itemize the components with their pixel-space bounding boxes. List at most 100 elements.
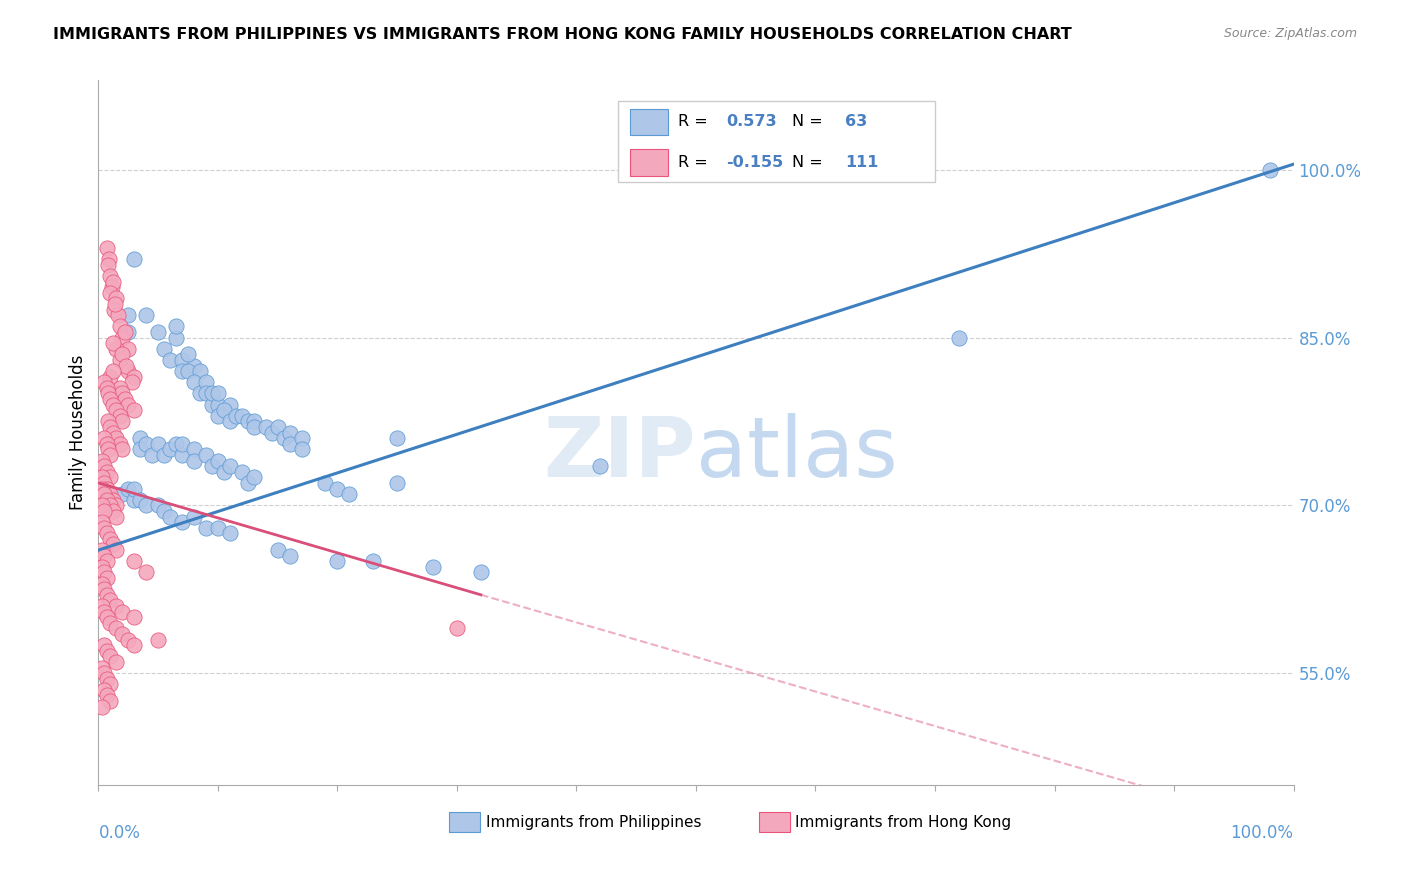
Point [91, 699, 114, 714]
Point [172, 515, 194, 529]
Point [172, 448, 194, 462]
Point [96, 465, 118, 479]
Point [225, 409, 247, 423]
Point [93, 582, 115, 597]
Point [96, 381, 118, 395]
FancyBboxPatch shape [630, 150, 668, 176]
FancyBboxPatch shape [759, 812, 790, 832]
Point [96, 526, 118, 541]
Point [291, 442, 314, 457]
Point [117, 398, 139, 412]
Point [98, 649, 122, 664]
Point [98, 487, 122, 501]
Point [212, 465, 235, 479]
Point [124, 403, 146, 417]
Point [117, 364, 139, 378]
Point [243, 470, 266, 484]
Point [114, 325, 136, 339]
Point [254, 420, 277, 434]
Point [93, 682, 115, 697]
Point [267, 420, 290, 434]
Point [183, 509, 205, 524]
Point [105, 292, 128, 306]
Point [98, 252, 121, 267]
Point [105, 431, 128, 445]
Point [172, 352, 194, 367]
Point [98, 448, 122, 462]
Text: N =: N = [792, 154, 828, 169]
Point [93, 549, 115, 563]
Point [98, 593, 122, 607]
Point [97, 414, 120, 428]
Point [98, 499, 122, 513]
Point [148, 632, 170, 647]
Point [101, 336, 124, 351]
Point [111, 414, 134, 428]
Point [111, 330, 134, 344]
Point [117, 308, 139, 322]
Point [231, 409, 253, 423]
Point [159, 509, 181, 524]
FancyBboxPatch shape [630, 109, 668, 136]
Point [121, 376, 143, 390]
Point [91, 660, 114, 674]
Point [105, 599, 128, 613]
Point [385, 475, 409, 490]
Point [165, 437, 187, 451]
Point [98, 420, 122, 434]
Point [291, 431, 314, 445]
Point [159, 442, 181, 457]
Point [96, 610, 118, 624]
Point [93, 521, 115, 535]
Point [96, 241, 118, 255]
Point [98, 694, 122, 708]
Point [124, 638, 146, 652]
Point [219, 526, 242, 541]
Point [153, 448, 176, 462]
Point [96, 437, 118, 451]
Point [188, 386, 211, 401]
Text: -0.155: -0.155 [725, 154, 783, 169]
Text: 100.0%: 100.0% [1230, 823, 1294, 842]
Text: N =: N = [792, 114, 828, 129]
Text: 0.0%: 0.0% [98, 823, 141, 842]
Point [108, 437, 131, 451]
Point [278, 437, 301, 451]
Point [93, 459, 115, 474]
Point [91, 559, 114, 574]
Point [195, 521, 218, 535]
Point [267, 543, 290, 558]
Point [91, 470, 114, 484]
Point [105, 655, 128, 669]
Point [117, 632, 139, 647]
Point [96, 689, 118, 703]
Point [165, 330, 187, 344]
Point [124, 610, 146, 624]
Point [91, 576, 114, 591]
Point [93, 431, 115, 445]
Point [278, 549, 301, 563]
Point [107, 308, 129, 322]
Point [207, 398, 229, 412]
Point [148, 437, 170, 451]
Point [91, 453, 114, 467]
Point [243, 420, 266, 434]
Point [108, 409, 131, 423]
Text: Immigrants from Hong Kong: Immigrants from Hong Kong [796, 814, 1011, 830]
Point [201, 386, 224, 401]
Point [101, 492, 124, 507]
Text: 0.573: 0.573 [725, 114, 776, 129]
Point [93, 566, 115, 580]
Point [97, 386, 120, 401]
Point [98, 392, 122, 406]
Point [236, 475, 259, 490]
Point [278, 425, 301, 440]
Point [93, 504, 115, 518]
Point [177, 364, 200, 378]
Point [948, 330, 970, 344]
Point [93, 376, 115, 390]
Point [195, 376, 218, 390]
Point [172, 437, 194, 451]
Point [108, 381, 131, 395]
Point [93, 475, 115, 490]
